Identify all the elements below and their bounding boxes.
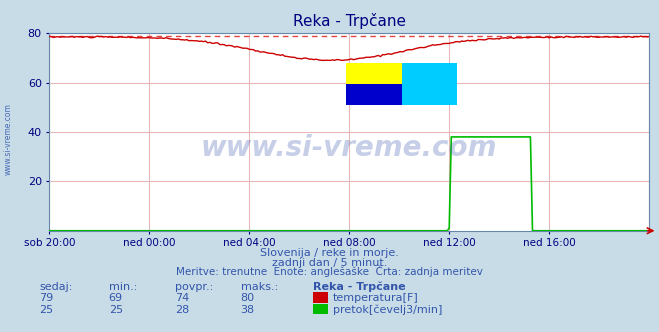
Text: www.si-vreme.com: www.si-vreme.com (201, 134, 498, 162)
Text: pretok[čevelj3/min]: pretok[čevelj3/min] (333, 304, 442, 315)
Text: sedaj:: sedaj: (40, 282, 73, 292)
Text: 79: 79 (40, 293, 54, 303)
Text: Meritve: trenutne  Enote: anglešaške  Črta: zadnja meritev: Meritve: trenutne Enote: anglešaške Črta… (176, 265, 483, 277)
Text: povpr.:: povpr.: (175, 282, 213, 292)
Text: min.:: min.: (109, 282, 137, 292)
Text: 25: 25 (40, 305, 53, 315)
Text: 38: 38 (241, 305, 254, 315)
Text: 25: 25 (109, 305, 123, 315)
Text: 74: 74 (175, 293, 189, 303)
Text: 28: 28 (175, 305, 189, 315)
Title: Reka - Trpčane: Reka - Trpčane (293, 13, 406, 29)
Bar (401, 84, 457, 105)
Text: Slovenija / reke in morje.: Slovenija / reke in morje. (260, 248, 399, 258)
Text: 69: 69 (109, 293, 123, 303)
Text: maks.:: maks.: (241, 282, 278, 292)
Bar (401, 63, 457, 84)
Bar (346, 63, 401, 84)
Text: www.si-vreme.com: www.si-vreme.com (3, 104, 13, 175)
Text: zadnji dan / 5 minut.: zadnji dan / 5 minut. (272, 258, 387, 268)
Text: temperatura[F]: temperatura[F] (333, 293, 418, 303)
Text: 80: 80 (241, 293, 254, 303)
Bar (346, 84, 401, 105)
Text: Reka - Trpčane: Reka - Trpčane (313, 281, 406, 292)
